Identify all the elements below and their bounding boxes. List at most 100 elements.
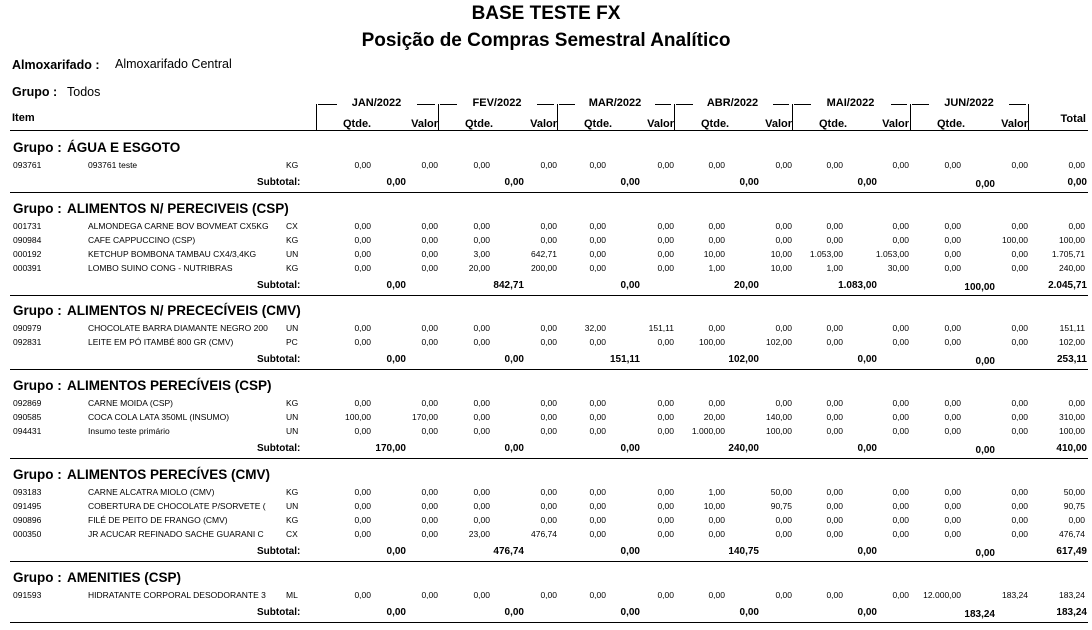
qty-cell: 0,00 (473, 501, 490, 511)
qty-cell: 0,00 (826, 501, 843, 511)
item-code: 092831 (13, 337, 42, 347)
item-code: 090896 (13, 515, 42, 525)
value-cell: 0,00 (657, 529, 674, 539)
qty-cell: 0,00 (944, 221, 961, 231)
header-bottom-rule (10, 130, 1088, 131)
value-cell: 0,00 (421, 160, 438, 170)
subtotal-value: 0,00 (386, 546, 406, 557)
value-cell: 140,00 (766, 412, 792, 422)
subtotal-value: 0,00 (739, 177, 759, 188)
qty-cell: 0,00 (708, 590, 725, 600)
qty-cell: 0,00 (708, 235, 725, 245)
qty-cell: 0,00 (826, 590, 843, 600)
value-cell: 0,00 (892, 426, 909, 436)
column-separator (316, 104, 317, 131)
subtotal-value: 0,00 (620, 546, 640, 557)
row-total-cell: 476,74 (1059, 529, 1085, 539)
qty-cell: 0,00 (589, 263, 606, 273)
qty-cell: 0,00 (473, 398, 490, 408)
subtotal-label: Subtotal: (257, 280, 301, 291)
value-cell: 0,00 (421, 221, 438, 231)
value-cell: 151,11 (648, 323, 674, 333)
subtotal-rule (10, 192, 1088, 193)
item-description: ALMONDEGA CARNE BOV BOVMEAT CX5KG (88, 221, 269, 231)
value-cell: 0,00 (421, 515, 438, 525)
group-name: ALIMENTOS PERECÍVEIS (CSP) (67, 378, 272, 393)
item-unit: CX (286, 529, 298, 539)
value-cell: 0,00 (892, 487, 909, 497)
qty-cell: 100,00 (345, 412, 371, 422)
valor-column-header: Valor (765, 118, 792, 130)
qty-cell: 0,00 (589, 501, 606, 511)
value-cell: 0,00 (540, 590, 557, 600)
value-cell: 0,00 (775, 323, 792, 333)
group-prefix: Grupo : (13, 303, 62, 318)
value-cell: 30,00 (887, 263, 909, 273)
value-cell: 0,00 (421, 235, 438, 245)
qty-cell: 0,00 (589, 590, 606, 600)
value-cell: 0,00 (540, 337, 557, 347)
value-cell: 0,00 (1011, 160, 1028, 170)
value-cell: 100,00 (1002, 235, 1028, 245)
group-prefix: Grupo : (13, 140, 62, 155)
subtotal-value: 0,00 (857, 177, 877, 188)
value-cell: 0,00 (1011, 426, 1028, 436)
value-cell: 200,00 (531, 263, 557, 273)
subtotal-total: 0,00 (1067, 177, 1087, 188)
row-total-cell: 100,00 (1059, 235, 1085, 245)
month-header: MAI/2022 (810, 97, 891, 109)
row-total-cell: 310,00 (1059, 412, 1085, 422)
item-description: HIDRATANTE CORPORAL DESODORANTE 3 (88, 590, 266, 600)
report-subtitle: Posição de Compras Semestral Analítico (361, 30, 731, 51)
value-cell: 90,75 (770, 501, 792, 511)
qty-cell: 0,00 (473, 590, 490, 600)
qty-cell: 0,00 (354, 501, 371, 511)
qtde-column-header: Qtde. (584, 118, 613, 130)
value-cell: 0,00 (421, 323, 438, 333)
qtde-column-header: Qtde. (819, 118, 848, 130)
qty-cell: 0,00 (826, 426, 843, 436)
value-cell: 0,00 (775, 221, 792, 231)
value-cell: 0,00 (540, 160, 557, 170)
qty-cell: 0,00 (354, 235, 371, 245)
item-unit: UN (286, 323, 299, 333)
subtotal-value: 183,24 (964, 609, 995, 620)
value-cell: 183,24 (1002, 590, 1028, 600)
almox-value: Almoxarifado Central (115, 57, 232, 71)
qtde-column-header: Qtde. (343, 118, 372, 130)
qty-cell: 100,00 (699, 337, 725, 347)
subtotal-value: 0,00 (620, 607, 640, 618)
value-cell: 0,00 (657, 235, 674, 245)
value-cell: 0,00 (892, 412, 909, 422)
row-total-cell: 90,75 (1063, 501, 1085, 511)
subtotal-value: 140,75 (728, 546, 759, 557)
valor-column-header: Valor (411, 118, 438, 130)
qty-cell: 0,00 (826, 412, 843, 422)
valor-column-header: Valor (647, 118, 674, 130)
value-cell: 0,00 (775, 398, 792, 408)
item-unit: KG (286, 235, 299, 245)
item-code: 090984 (13, 235, 42, 245)
value-cell: 50,00 (770, 487, 792, 497)
row-total-cell: 240,00 (1059, 263, 1085, 273)
value-cell: 10,00 (770, 249, 792, 259)
report-title: BASE TESTE FX (471, 3, 621, 24)
item-code: 091495 (13, 501, 42, 511)
subtotal-rule (10, 561, 1088, 562)
qty-cell: 0,00 (826, 398, 843, 408)
item-description: COCA COLA LATA 350ML (INSUMO) (88, 412, 230, 422)
row-total-cell: 100,00 (1059, 426, 1085, 436)
qty-cell: 0,00 (708, 221, 725, 231)
value-cell: 102,00 (766, 337, 792, 347)
value-cell: 0,00 (657, 221, 674, 231)
value-cell: 0,00 (421, 529, 438, 539)
group-name: AMENITIES (CSP) (67, 570, 182, 585)
qty-cell: 0,00 (826, 529, 843, 539)
value-cell: 0,00 (540, 323, 557, 333)
qty-cell: 0,00 (354, 398, 371, 408)
value-cell: 1.053,00 (875, 249, 909, 259)
group-prefix: Grupo : (13, 570, 62, 585)
value-cell: 0,00 (892, 160, 909, 170)
month-header: FEV/2022 (457, 97, 537, 109)
qty-cell: 3,00 (473, 249, 490, 259)
